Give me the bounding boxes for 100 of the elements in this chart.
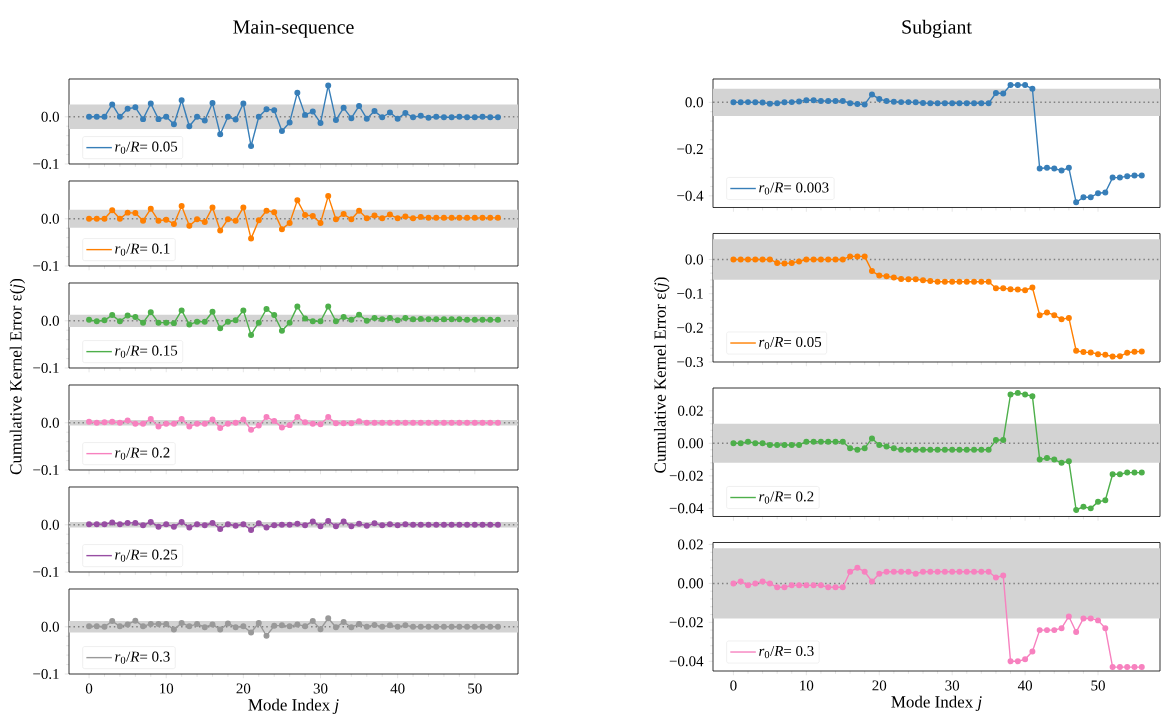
point — [971, 568, 978, 575]
point — [1014, 286, 1021, 293]
point — [759, 440, 766, 447]
point — [271, 107, 278, 114]
legend-label: r$_{0}$/R= 0.2 — [759, 491, 814, 504]
x-tick-label: 30 — [313, 683, 328, 694]
point — [379, 316, 386, 323]
point — [479, 113, 486, 120]
point — [356, 311, 363, 318]
point — [147, 100, 154, 107]
point — [774, 441, 781, 448]
point — [294, 414, 301, 421]
point — [170, 626, 177, 633]
chart-title: Subgiant — [902, 19, 972, 38]
point — [898, 275, 905, 282]
point — [494, 114, 501, 121]
point — [425, 214, 432, 221]
point — [487, 419, 494, 426]
point — [890, 98, 897, 105]
point — [1036, 456, 1043, 463]
x-tick-label: 0 — [85, 683, 93, 694]
point — [876, 441, 883, 448]
point — [737, 256, 744, 263]
point — [232, 317, 239, 324]
point — [116, 521, 123, 528]
point — [1124, 173, 1131, 180]
point — [402, 419, 409, 426]
point — [201, 420, 208, 427]
point — [371, 212, 378, 219]
point — [386, 109, 393, 116]
point — [890, 274, 897, 281]
point — [494, 419, 501, 426]
point — [1109, 353, 1116, 360]
point — [1087, 615, 1094, 622]
point — [788, 582, 795, 589]
point — [178, 416, 185, 422]
point — [730, 580, 737, 587]
point — [379, 215, 386, 222]
point — [294, 520, 301, 527]
point — [93, 623, 100, 630]
point — [737, 99, 744, 106]
point — [941, 278, 948, 285]
point — [949, 568, 956, 575]
point — [255, 319, 262, 326]
point — [217, 526, 224, 533]
point — [745, 256, 751, 263]
point — [425, 114, 432, 121]
point — [1102, 351, 1109, 358]
point — [839, 256, 846, 263]
point — [1065, 613, 1072, 620]
point — [1073, 347, 1080, 354]
point — [471, 316, 478, 323]
point — [1051, 312, 1058, 319]
point — [248, 426, 255, 433]
point — [363, 215, 370, 222]
point — [825, 584, 832, 591]
y-tick-label: −0.02 — [669, 617, 703, 628]
point — [255, 620, 262, 626]
point — [109, 207, 116, 214]
point — [1080, 194, 1087, 201]
point — [363, 115, 370, 122]
point — [1014, 389, 1021, 396]
point — [410, 419, 417, 426]
point — [448, 114, 455, 121]
point — [263, 106, 270, 113]
point — [912, 99, 919, 106]
point — [170, 220, 177, 227]
point — [325, 82, 332, 89]
point — [116, 113, 123, 120]
point — [963, 100, 970, 107]
point — [810, 438, 817, 445]
point — [194, 113, 201, 120]
x-tick-label: 10 — [160, 683, 174, 694]
x-tick-label: 10 — [800, 680, 814, 691]
point — [934, 278, 941, 285]
point — [448, 419, 455, 426]
point — [317, 626, 324, 633]
point — [766, 256, 773, 263]
point — [278, 127, 285, 134]
legend-label: r$_{0}$/R= 0.3 — [759, 645, 814, 659]
y-tick-label: −0.1 — [33, 464, 59, 476]
point — [363, 522, 370, 529]
point — [124, 417, 131, 424]
point — [278, 521, 285, 528]
point — [186, 524, 193, 531]
point — [440, 114, 447, 121]
point — [325, 414, 332, 421]
point — [417, 521, 424, 528]
point — [1102, 625, 1109, 632]
point — [448, 521, 455, 528]
point — [363, 317, 370, 324]
point — [494, 521, 501, 528]
point — [817, 582, 824, 589]
point — [941, 100, 948, 107]
point — [839, 97, 846, 104]
point — [1109, 174, 1116, 181]
point — [1022, 287, 1029, 294]
point — [1116, 174, 1123, 181]
point — [240, 521, 247, 528]
point — [810, 582, 817, 589]
